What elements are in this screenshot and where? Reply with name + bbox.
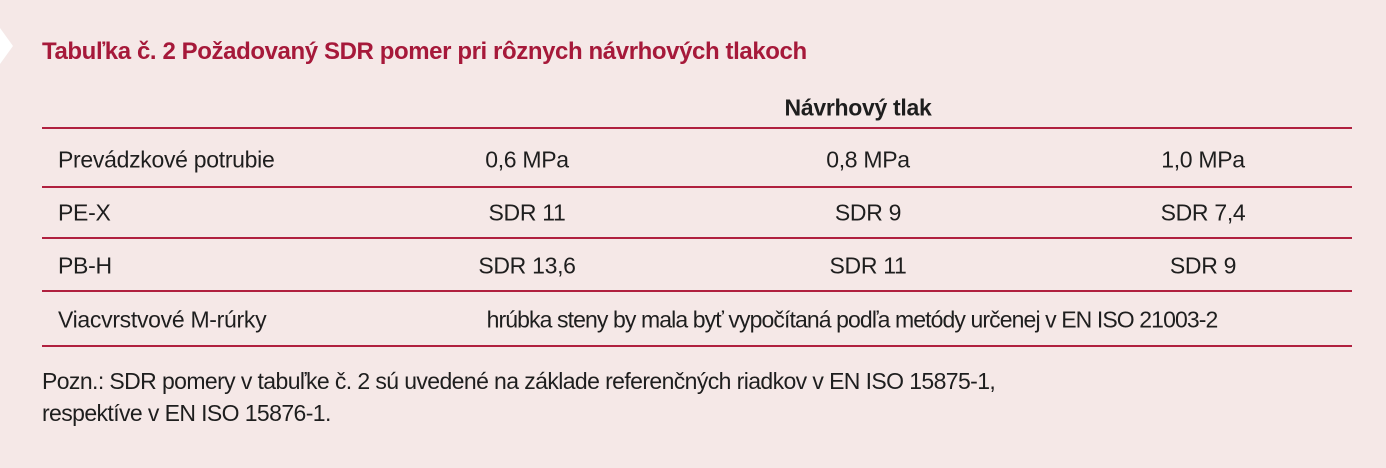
divider: [42, 186, 1352, 188]
divider: [42, 127, 1352, 129]
column-header: 0,8 MPa: [826, 146, 910, 173]
column-header: 1,0 MPa: [1161, 146, 1245, 173]
divider: [42, 237, 1352, 239]
divider: [42, 345, 1352, 347]
divider: [42, 290, 1352, 292]
merged-cell: hrúbka steny by mala byť vypočítaná podľ…: [486, 306, 1219, 333]
table-cell: SDR 13,6: [478, 252, 576, 279]
column-header: 0,6 MPa: [485, 146, 569, 173]
row-label: PB-H: [58, 252, 112, 279]
table-cell: SDR 11: [829, 252, 907, 279]
arrow-marker-icon: [0, 28, 13, 64]
row-label: Viacvrstvové M-rúrky: [58, 306, 267, 333]
table-cell: SDR 11: [488, 199, 566, 226]
row-label: PE-X: [58, 199, 111, 226]
table-cell: SDR 9: [1169, 252, 1237, 279]
table-title: Tabuľka č. 2 Požadovaný SDR pomer pri rô…: [42, 38, 807, 65]
note-line: respektíve v EN ISO 15876-1.: [42, 400, 331, 426]
table-cell: SDR 9: [834, 199, 902, 226]
group-header: Návrhový tlak: [784, 94, 932, 121]
note-line: Pozn.: SDR pomery v tabuľke č. 2 sú uved…: [42, 368, 996, 394]
table-cell: SDR 7,4: [1160, 199, 1246, 226]
column-header: Prevádzkové potrubie: [58, 146, 275, 173]
